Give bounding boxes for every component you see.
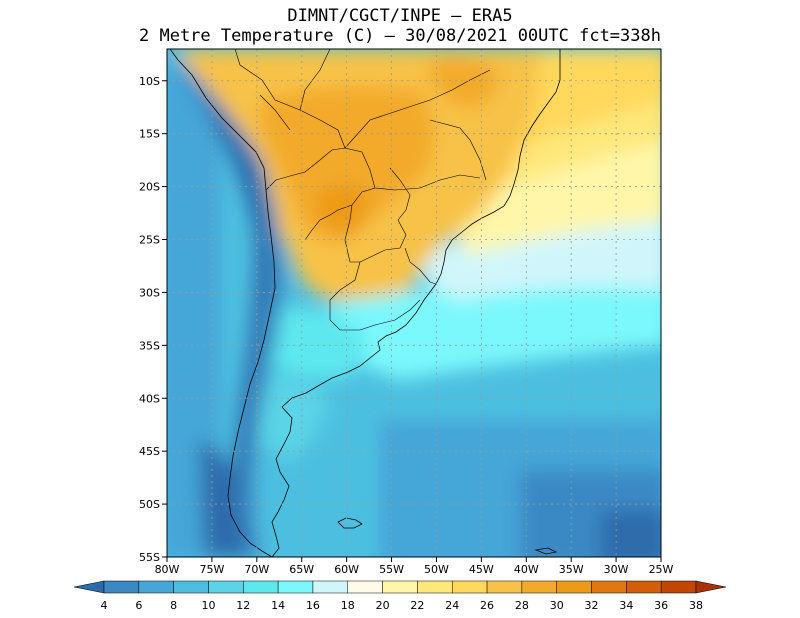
- colorbar-swatch: [243, 580, 279, 594]
- colorbar-swatch: [556, 580, 592, 594]
- colorbar: 4 6 8 10 12 14 16 18 20 22 24 26 28 30 32 34 36 38: [73, 580, 727, 612]
- lat-tick-label: 45S: [139, 445, 160, 458]
- colorbar-label: 22: [410, 599, 424, 612]
- colorbar-label: 28: [515, 599, 529, 612]
- lon-tick-label: 45W: [469, 563, 494, 576]
- country-borders: [234, 49, 491, 331]
- lat-tick-label: 55S: [139, 551, 160, 564]
- lat-tick-label: 15S: [139, 128, 160, 141]
- colorbar-swatch: [173, 580, 209, 594]
- colorbar-label: 32: [585, 599, 599, 612]
- colorbar-swatch: [626, 580, 662, 594]
- colorbar-swatch: [103, 580, 140, 594]
- colorbar-swatch: [660, 580, 697, 594]
- lon-tick-label: 25W: [649, 563, 674, 576]
- colorbar-label: 20: [376, 599, 390, 612]
- map-frame: [166, 48, 662, 558]
- map-title-line-2: 2 Metre Temperature (C) – 30/08/2021 00U…: [139, 26, 661, 46]
- colorbar-swatch: [486, 580, 523, 594]
- lon-tick-label: 75W: [199, 563, 224, 576]
- lon-tick-label: 35W: [559, 563, 584, 576]
- colorbar-swatch: [417, 580, 453, 594]
- lat-tick-label: 40S: [139, 392, 160, 405]
- colorbar-swatch: [591, 580, 627, 594]
- lat-tick-label: 25S: [139, 234, 160, 247]
- lon-tick-label: 50W: [424, 563, 449, 576]
- lat-lon-grid: [167, 49, 661, 557]
- colorbar-label: 18: [341, 599, 355, 612]
- colorbar-label: 26: [480, 599, 494, 612]
- colorbar-label: 16: [306, 599, 320, 612]
- colorbar-label: 36: [654, 599, 668, 612]
- south-america-coastline: [169, 49, 561, 557]
- colorbar-label: 10: [201, 599, 215, 612]
- colorbar-label: 14: [271, 599, 285, 612]
- colorbar-swatch: [277, 580, 314, 594]
- lon-tick-label: 70W: [244, 563, 269, 576]
- colorbar-label: 6: [135, 599, 142, 612]
- lon-tick-label: 40W: [514, 563, 539, 576]
- colorbar-label: 30: [550, 599, 564, 612]
- lon-tick-label: 65W: [289, 563, 314, 576]
- colorbar-label: 4: [101, 599, 108, 612]
- lon-tick-label: 60W: [334, 563, 359, 576]
- map-title-line-1: DIMNT/CGCT/INPE – ERA5: [287, 6, 513, 26]
- colorbar-label: 24: [445, 599, 459, 612]
- colorbar-label: 12: [236, 599, 250, 612]
- colorbar-swatch: [521, 580, 557, 594]
- colorbar-swatch: [208, 580, 244, 594]
- colorbar-label: 38: [689, 599, 703, 612]
- colorbar-max-arrow: [695, 580, 727, 594]
- lat-tick-label: 30S: [139, 286, 160, 299]
- colorbar-label: 8: [170, 599, 177, 612]
- lon-tick-label: 80W: [155, 563, 180, 576]
- colorbar-swatch: [312, 580, 349, 594]
- lat-tick-label: 35S: [139, 339, 160, 352]
- south-georgia: [534, 547, 558, 555]
- lat-tick-label: 20S: [139, 181, 160, 194]
- colorbar-swatch: [347, 580, 383, 594]
- temperature-field: [167, 49, 661, 557]
- colorbar-min-arrow: [73, 580, 105, 594]
- colorbar-label: 34: [619, 599, 633, 612]
- lon-tick-label: 30W: [604, 563, 629, 576]
- colorbar-swatch: [382, 580, 418, 594]
- colorbar-swatch: [451, 580, 488, 594]
- lon-tick-label: 55W: [379, 563, 404, 576]
- lat-tick-label: 10S: [139, 75, 160, 88]
- colorbar-swatch: [138, 580, 174, 594]
- lat-tick-label: 50S: [139, 498, 160, 511]
- coastlines-and-borders: [169, 49, 561, 557]
- falkland-islands: [337, 517, 363, 529]
